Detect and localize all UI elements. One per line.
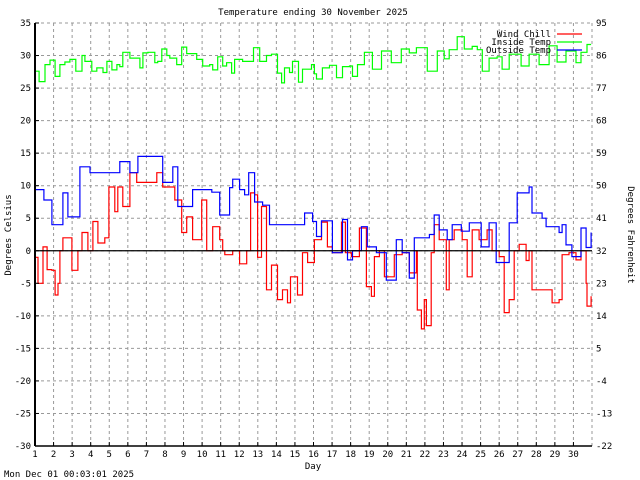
- x-tick-label: 1: [32, 450, 37, 460]
- axes: 1 2 3 4 5 6 7 8 9 10 11 12 13 14 15 16 17 18 19 20 21 22 23 24 2…: [15, 19, 613, 460]
- y-tick-label-right: 41: [596, 214, 607, 224]
- x-tick-label: 6: [125, 450, 130, 460]
- x-tick-label: 19: [364, 450, 375, 460]
- y-tick-label: 30: [20, 52, 31, 62]
- y-axis-right-label: Degrees Fahrenheit: [625, 186, 635, 284]
- x-tick-label: 10: [197, 450, 208, 460]
- y-tick-label: -25: [15, 409, 31, 419]
- x-tick-label: 7: [144, 450, 149, 460]
- y-tick-label: 35: [20, 19, 31, 29]
- x-tick-label: 9: [181, 450, 186, 460]
- y-tick-label-right: 50: [596, 182, 607, 192]
- x-tick-label: 23: [438, 450, 449, 460]
- wind-chill-line: [35, 172, 592, 330]
- y-tick-label-right: 77: [596, 84, 607, 94]
- y-tick-label-right: 32: [596, 247, 607, 257]
- x-tick-label: 12: [234, 450, 245, 460]
- x-tick-label: 11: [215, 450, 226, 460]
- x-axis-label: Day: [305, 462, 322, 472]
- y-tick-label: -5: [20, 279, 31, 289]
- y-tick-label: 15: [20, 149, 31, 159]
- x-tick-label: 25: [475, 450, 486, 460]
- x-tick-label: 18: [345, 450, 356, 460]
- inside-temp-line: [35, 36, 592, 84]
- chart-title: Temperature ending 30 November 2025: [218, 8, 408, 18]
- x-tick-label: 4: [88, 450, 93, 460]
- x-tick-label: 30: [568, 450, 579, 460]
- y-tick-label: 20: [20, 117, 31, 127]
- y-tick-label: -30: [15, 442, 31, 452]
- y-tick-label-right: -22: [596, 442, 612, 452]
- y-tick-label-right: 59: [596, 149, 607, 159]
- x-tick-label: 28: [531, 450, 542, 460]
- outside-temp-line: [35, 155, 592, 281]
- timestamp: Mon Dec 01 00:03:01 2025: [4, 470, 134, 480]
- y-tick-label: -20: [15, 377, 31, 387]
- y-tick-label-right: -4: [596, 377, 607, 387]
- y-tick-label: 5: [26, 214, 31, 224]
- series-lines: [35, 36, 592, 330]
- y-tick-label: -10: [15, 312, 31, 322]
- x-tick-label: 21: [401, 450, 412, 460]
- x-tick-label: 27: [512, 450, 523, 460]
- legend-label-outside-temp: Outside Temp: [486, 46, 551, 56]
- y-tick-label-right: 14: [596, 312, 607, 322]
- x-tick-label: 13: [252, 450, 263, 460]
- legend-label-wind-chill: Wind Chill: [497, 30, 551, 40]
- x-tick-label: 17: [327, 450, 338, 460]
- y-tick-label: 0: [26, 247, 31, 257]
- legend-label-inside-temp: Inside Temp: [491, 38, 551, 48]
- y-tick-label-right: 23: [596, 279, 607, 289]
- x-tick-label: 26: [494, 450, 505, 460]
- y-tick-label-right: 5: [596, 344, 601, 354]
- x-tick-label: 29: [549, 450, 560, 460]
- x-tick-label: 8: [162, 450, 167, 460]
- x-tick-label: 16: [308, 450, 319, 460]
- x-tick-label: 24: [457, 450, 468, 460]
- y-tick-label-right: 95: [596, 19, 607, 29]
- x-tick-label: 3: [69, 450, 74, 460]
- x-tick-label: 20: [382, 450, 393, 460]
- x-tick-label: 15: [290, 450, 301, 460]
- y-tick-label: 10: [20, 182, 31, 192]
- y-axis-label: Degrees Celsius: [4, 194, 14, 275]
- y-tick-label: 25: [20, 84, 31, 94]
- x-tick-label: 14: [271, 450, 282, 460]
- y-tick-label-right: -13: [596, 409, 612, 419]
- y-tick-label-right: 68: [596, 117, 607, 127]
- grid: [35, 22, 593, 446]
- x-tick-label: 5: [107, 450, 112, 460]
- x-tick-label: 2: [51, 450, 56, 460]
- y-tick-label-right: 86: [596, 52, 607, 62]
- x-tick-label: 22: [419, 450, 430, 460]
- y-tick-label: -15: [15, 344, 31, 354]
